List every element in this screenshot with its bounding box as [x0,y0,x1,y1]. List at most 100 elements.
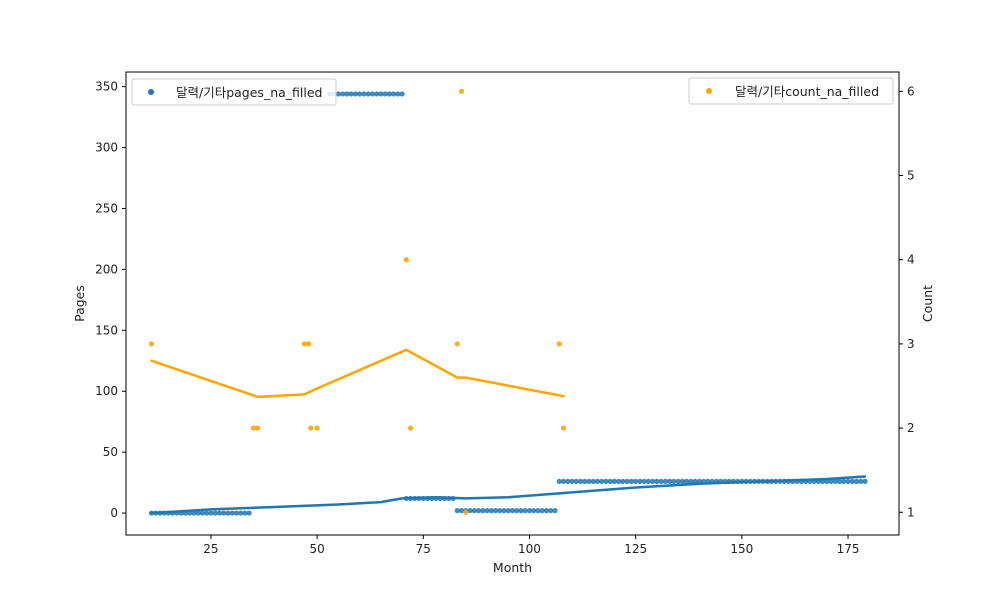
pages-point [208,510,214,516]
pages-point [492,508,499,514]
pages-point [390,91,397,97]
pages-point [221,510,227,516]
left-y-tick-label: 250 [95,201,118,215]
pages-point [199,510,206,516]
left-y-tick-label: 50 [103,445,118,459]
pages-point [480,508,486,514]
pages-point [858,478,864,484]
pages-point [518,508,524,514]
pages-point [475,508,482,514]
right-y-tick-label: 4 [907,253,915,267]
left-y-tick-label: 0 [110,506,118,520]
pages-point [658,478,664,484]
pages-point [340,91,346,97]
left-y-tick-label: 300 [95,141,118,155]
count-point [148,341,155,347]
pages-point [586,478,592,484]
pages-point [577,478,584,484]
pages-scatter-group [148,91,868,516]
left-y-axis-title: Pages [72,285,87,322]
pages-point [828,478,834,484]
pages-point [620,478,626,484]
pages-point [395,91,401,97]
left-y-tick-label: 200 [95,262,118,276]
right-y-axis-ticks: 1 2 3 4 5 6 [899,84,915,519]
pages-point [229,510,235,516]
pages-point [373,91,380,97]
pages-point [582,478,588,484]
pages-point [348,91,354,97]
count-point [454,341,460,347]
pages-point [386,91,392,97]
count-point [458,88,465,94]
pages-point [637,478,643,484]
pages-point [616,478,622,484]
pages-point [862,478,868,484]
pages-point [356,91,363,97]
count-scatter-group [148,88,567,515]
right-y-tick-label: 2 [907,421,915,435]
pages-point [535,508,541,514]
pages-point [509,508,516,514]
pages-point [590,478,596,484]
legend-count: 달력/기타count_na_filled [688,77,894,105]
x-tick-label: 150 [730,542,753,556]
pages-point [692,478,698,484]
pages-point [662,478,669,484]
pages-point [599,478,605,484]
count-point [560,425,567,431]
left-y-tick-label: 100 [95,384,118,398]
pages-point [841,478,847,484]
pages-point [526,508,533,514]
legend-count-frame [688,77,894,105]
pages-point [458,508,465,514]
right-y-tick-label: 6 [907,84,915,98]
count-point [250,425,257,431]
pages-point [238,510,244,516]
x-tick-label: 50 [309,542,324,556]
pages-point [467,508,473,514]
pages-point [654,478,660,484]
right-y-axis-title: Count [920,285,935,322]
count-point [255,425,261,431]
pages-point [344,91,350,97]
right-y-tick-label: 1 [907,505,915,519]
pages-point [242,510,248,516]
pages-point [641,478,647,484]
pages-point [361,91,367,97]
pages-point [667,478,673,484]
pages-point [365,91,371,97]
pages-point [335,91,341,97]
pages-point [645,478,652,484]
pages-point [688,478,694,484]
pages-point [675,478,681,484]
legend-pages-frame [131,78,337,106]
pages-point [849,478,855,484]
count-point [301,341,307,347]
pages-point [603,478,609,484]
left-y-axis-ticks: 0 50 100 150 200 250 300 350 [95,80,126,520]
x-tick-label: 75 [416,542,431,556]
x-tick-label: 25 [203,542,218,556]
count-point [306,341,312,347]
pages-point [216,510,223,516]
pages-point [650,478,656,484]
right-y-tick-label: 5 [907,169,915,183]
pages-point [836,478,843,484]
legend-count-marker [706,88,712,94]
x-tick-label: 125 [624,542,647,556]
pages-point [845,478,851,484]
pages-point [543,508,550,514]
legend-pages-marker [148,89,154,95]
pages-point [212,510,218,516]
legend-pages: 달력/기타pages_na_filled [131,78,337,106]
pages-point [514,508,520,514]
pages-point [484,508,490,514]
pages-point [684,478,690,484]
pages-point [560,478,567,484]
count-point [314,425,320,431]
pages-point [594,478,601,484]
pages-point [624,478,630,484]
legend-count-label: 달력/기타count_na_filled [735,84,879,99]
